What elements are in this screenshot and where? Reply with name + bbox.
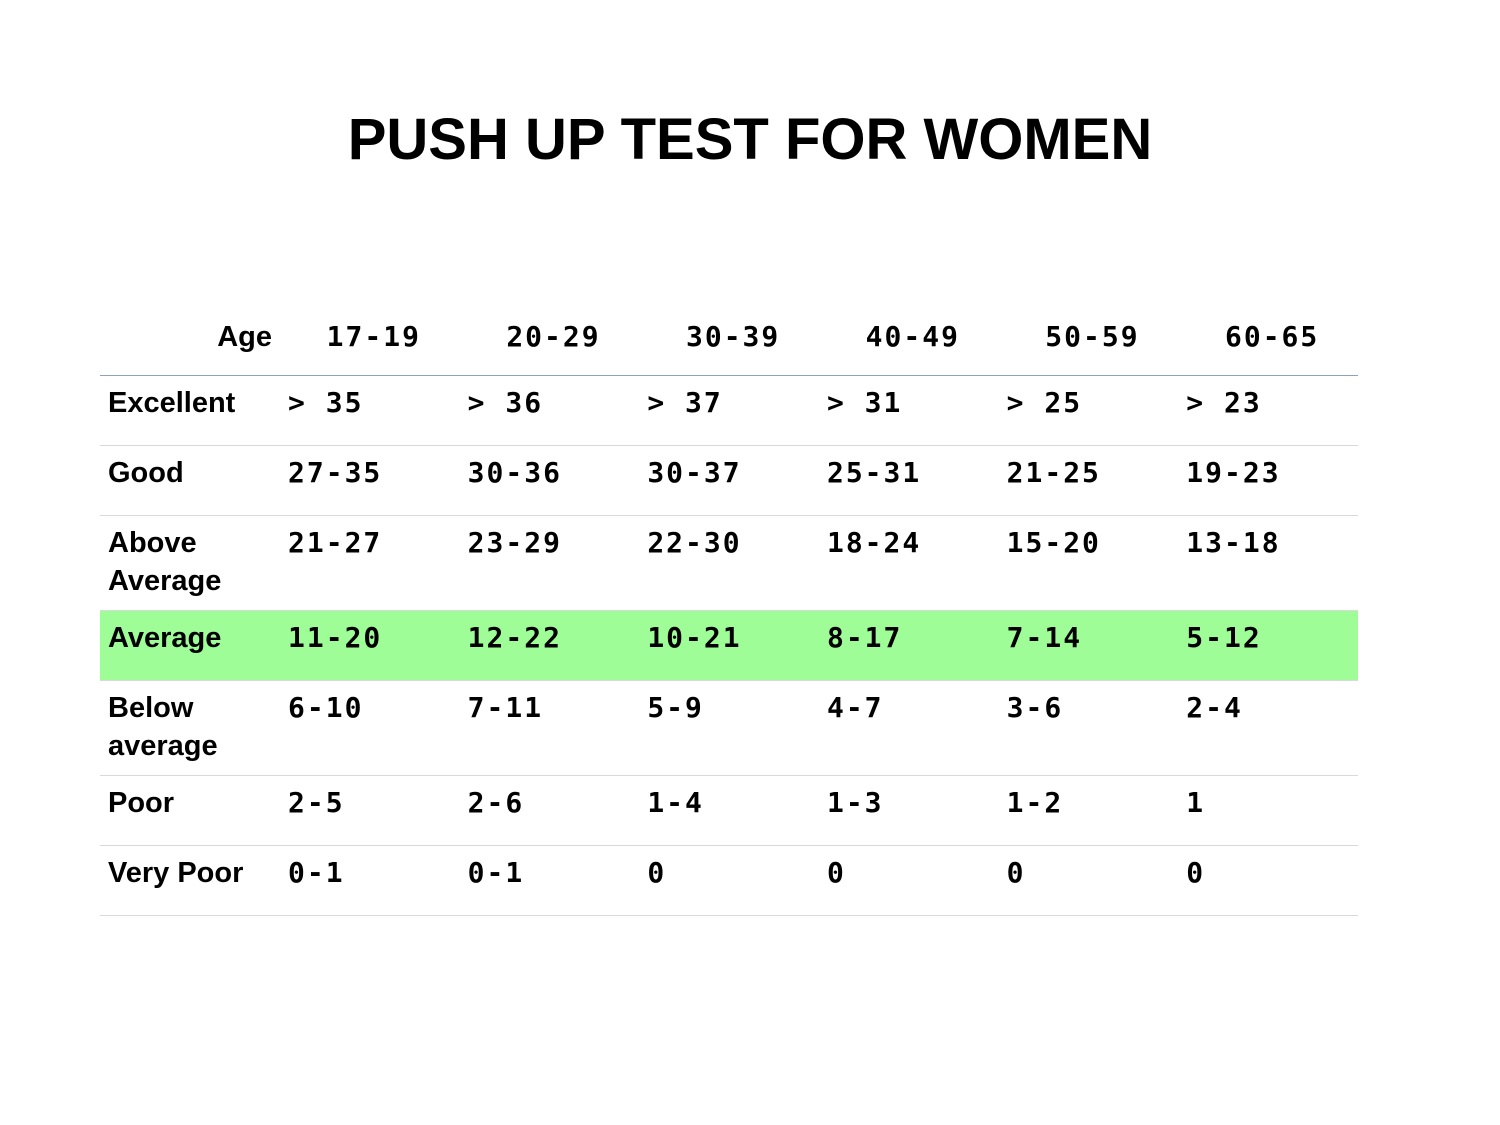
table-cell: 0-1 (288, 856, 345, 889)
row-label: Excellent (108, 387, 236, 419)
table-cell: 12-22 (459, 610, 640, 681)
table-cell: 23-29 (467, 526, 562, 559)
table-cell: 30-37 (647, 456, 742, 489)
table-cell: 0 (1186, 856, 1206, 889)
table-header-row: Age 17-19 20-29 30-39 40-49 50-59 60-65 (100, 298, 1358, 376)
table-cell: 0-1 (467, 856, 525, 889)
table-cell: 6-10 (288, 691, 364, 724)
table-cell: 15-20 (1006, 526, 1101, 559)
column-header-30-39: 30-39 (639, 298, 819, 376)
table-cell: 21-27 (288, 526, 383, 559)
column-header-20-29: 20-29 (459, 298, 640, 376)
column-header-60-65: 60-65 (1178, 298, 1358, 376)
table-cell: > 35 (288, 386, 364, 419)
table-cell: > 36 (467, 386, 544, 419)
table-cell: 13-18 (1186, 526, 1281, 559)
push-up-norms-table: Age 17-19 20-29 30-39 40-49 50-59 60-65 … (100, 298, 1358, 916)
table-cell: 0 (826, 856, 846, 889)
table-cell: 11-20 (280, 610, 460, 681)
table-cell: 10-21 (639, 610, 819, 681)
table-row-good: Good 27-35 30-36 30-37 25-31 21-25 19-23 (100, 446, 1358, 516)
table-cell: 7-11 (467, 691, 544, 724)
table-cell: 0 (647, 856, 667, 889)
table-cell: 2-5 (288, 786, 345, 819)
table-cell: 18-24 (826, 526, 922, 559)
table-cell: 27-35 (288, 456, 383, 489)
column-header-50-59: 50-59 (998, 298, 1179, 376)
row-label: Poor (108, 787, 175, 819)
column-header-40-49: 40-49 (818, 298, 999, 376)
table-row-above-average: Above Average 21-27 23-29 22-30 18-24 15… (100, 516, 1358, 611)
table-row-very-poor: Very Poor 0-1 0-1 0 0 0 0 (100, 846, 1358, 916)
table-cell: 3-6 (1006, 691, 1064, 724)
row-label: Above Average (108, 527, 222, 597)
table-row-poor: Poor 2-5 2-6 1-4 1-3 1-2 1 (100, 776, 1358, 846)
table-cell: 1-3 (826, 786, 884, 819)
table-cell: 2-4 (1186, 691, 1243, 724)
page-title: PUSH UP TEST FOR WOMEN (347, 107, 1153, 172)
row-label: Average (100, 610, 280, 681)
table-cell: > 25 (1006, 386, 1083, 419)
table-row-below-average: Below average 6-10 7-11 5-9 4-7 3-6 2-4 (100, 681, 1358, 776)
table-cell: 1-4 (647, 786, 704, 819)
row-label: Below average (108, 692, 218, 762)
table-cell: 25-31 (826, 456, 922, 489)
table-cell: 19-23 (1186, 456, 1281, 489)
table-cell: > 31 (826, 386, 903, 419)
table-cell: > 23 (1186, 386, 1262, 419)
table-cell: 5-9 (647, 691, 704, 724)
table-row-excellent: Excellent > 35 > 36 > 37 > 31 > 25 > 23 (100, 376, 1358, 446)
table-cell: > 37 (647, 386, 723, 419)
table-row-average: Average 11-20 12-22 10-21 8-17 7-14 5-12 (100, 610, 1358, 681)
table-cell: 1 (1186, 786, 1206, 819)
push-up-norms-table-container: Age 17-19 20-29 30-39 40-49 50-59 60-65 … (100, 298, 1358, 916)
table-cell: 1-2 (1006, 786, 1064, 819)
table-cell: 0 (1006, 856, 1026, 889)
age-header: Age (100, 298, 280, 376)
column-header-17-19: 17-19 (280, 298, 460, 376)
table-cell: 22-30 (647, 526, 742, 559)
row-label: Very Poor (108, 857, 244, 889)
table-cell: 2-6 (467, 786, 525, 819)
table-cell: 21-25 (1006, 456, 1101, 489)
table-cell: 4-7 (826, 691, 884, 724)
table-cell: 5-12 (1178, 610, 1358, 681)
row-label: Good (108, 457, 184, 489)
table-cell: 30-36 (467, 456, 562, 489)
table-cell: 7-14 (998, 610, 1179, 681)
table-cell: 8-17 (818, 610, 999, 681)
